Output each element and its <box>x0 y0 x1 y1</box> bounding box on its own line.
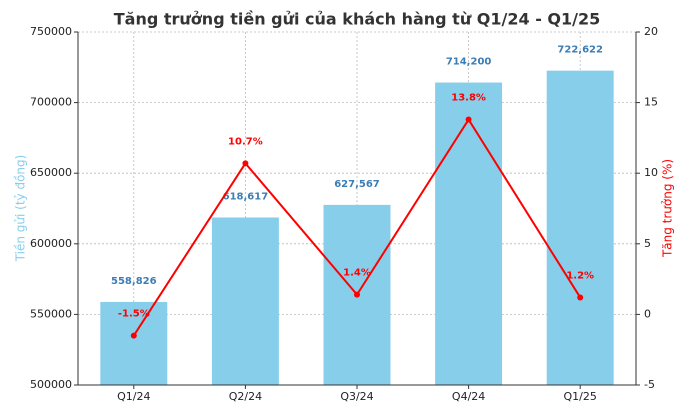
y2-tick-label: 20 <box>644 25 658 38</box>
line-point <box>577 294 584 301</box>
y2-tick-label: 10 <box>644 166 658 179</box>
line-value-label: 13.8% <box>451 93 486 104</box>
y2-axis-label: Tăng trưởng (%) <box>661 159 675 258</box>
y-tick-label: 550000 <box>30 307 72 320</box>
y-tick-label: 650000 <box>30 166 72 179</box>
bar-value-label: 618,617 <box>223 192 269 203</box>
line-point <box>354 291 360 298</box>
chart-title: Tăng trưởng tiền gửi của khách hàng từ Q… <box>114 10 601 29</box>
bar-value-label: 722,622 <box>557 45 603 56</box>
bar <box>546 70 614 385</box>
x-tick-label: Q1/25 <box>564 390 597 403</box>
line-point <box>242 160 249 167</box>
line-value-label: 1.2% <box>566 270 594 281</box>
y-tick-label: 500000 <box>30 378 72 391</box>
bar <box>211 217 279 385</box>
x-tick-label: Q2/24 <box>229 390 262 403</box>
bar-value-label: 558,826 <box>111 276 157 287</box>
y-tick-label: 600000 <box>30 237 72 250</box>
line-value-label: 1.4% <box>343 268 371 279</box>
bar-value-label: 627,567 <box>334 179 380 190</box>
line-value-label: -1.5% <box>118 309 150 320</box>
y2-tick-label: 0 <box>644 307 651 320</box>
y2-tick-label: 5 <box>644 237 651 250</box>
x-tick-label: Q1/24 <box>117 390 150 403</box>
line-point <box>465 116 472 123</box>
y2-tick-label: -5 <box>644 378 655 391</box>
y-tick-label: 700000 <box>30 96 72 109</box>
y2-tick-label: 15 <box>644 96 658 109</box>
x-tick-label: Q4/24 <box>452 390 485 403</box>
bar <box>435 82 503 386</box>
bar-value-label: 714,200 <box>446 57 492 68</box>
bar <box>100 301 168 385</box>
y-tick-label: 750000 <box>30 25 72 38</box>
y-axis-label: Tiền gửi (tỷ đồng) <box>14 155 28 263</box>
x-tick-label: Q3/24 <box>340 390 373 403</box>
line-value-label: 10.7% <box>228 136 263 147</box>
line-point <box>130 332 137 339</box>
